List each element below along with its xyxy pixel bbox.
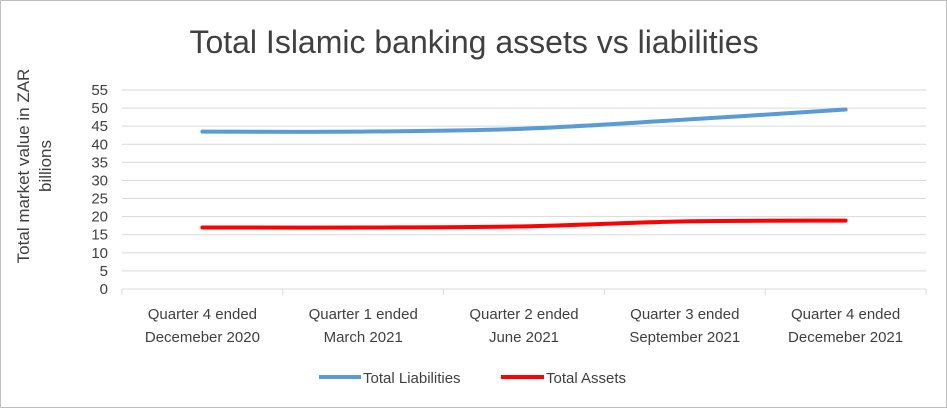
y-tick-label: 25 [91,191,108,208]
x-category-label: June 2021 [489,329,559,346]
y-axis-title: Total market value in ZAR billions [14,69,55,264]
x-axis-categories: Quarter 4 ended Decemeber 2020 Quarter 1 e… [121,289,927,346]
y-tick-label: 50 [91,100,108,117]
chart-title: Total Islamic banking assets vs liabilit… [189,24,758,60]
x-category-label: March 2021 [324,329,403,346]
x-category-label: September 2021 [629,329,740,346]
x-category-label: Quarter 1 ended [309,306,418,323]
y-tick-label: 20 [91,209,108,226]
legend-label: Total Liabilities [363,370,461,387]
y-tick-label: 15 [91,227,108,244]
y-tick-label: 10 [91,245,108,262]
series-line-total-liabilities [200,107,848,134]
series-lines [200,107,848,230]
x-category-label: Quarter 2 ended [469,306,578,323]
y-tick-label: 40 [91,136,108,153]
y-tick-label: 55 [91,82,108,99]
y-tick-label: 5 [100,263,108,280]
x-category-label: Quarter 3 ended [630,306,739,323]
x-category-label: Decemeber 2021 [788,329,903,346]
y-axis-title-line-1: Total market value in ZAR [14,69,33,264]
series-line-total-assets [200,218,848,230]
gridlines [122,89,926,290]
legend: Total Liabilities Total Assets [319,370,626,387]
legend-label: Total Assets [546,370,626,387]
x-category-label: Quarter 4 ended [148,306,257,323]
y-tick-label: 0 [100,281,108,298]
y-tick-label: 35 [91,154,108,171]
y-tick-label: 30 [91,172,108,189]
x-category-label: Quarter 4 ended [791,306,900,323]
y-tick-label: 45 [91,118,108,135]
y-axis-title-line-2: billions [36,140,55,192]
x-category-label: Decemeber 2020 [145,329,260,346]
